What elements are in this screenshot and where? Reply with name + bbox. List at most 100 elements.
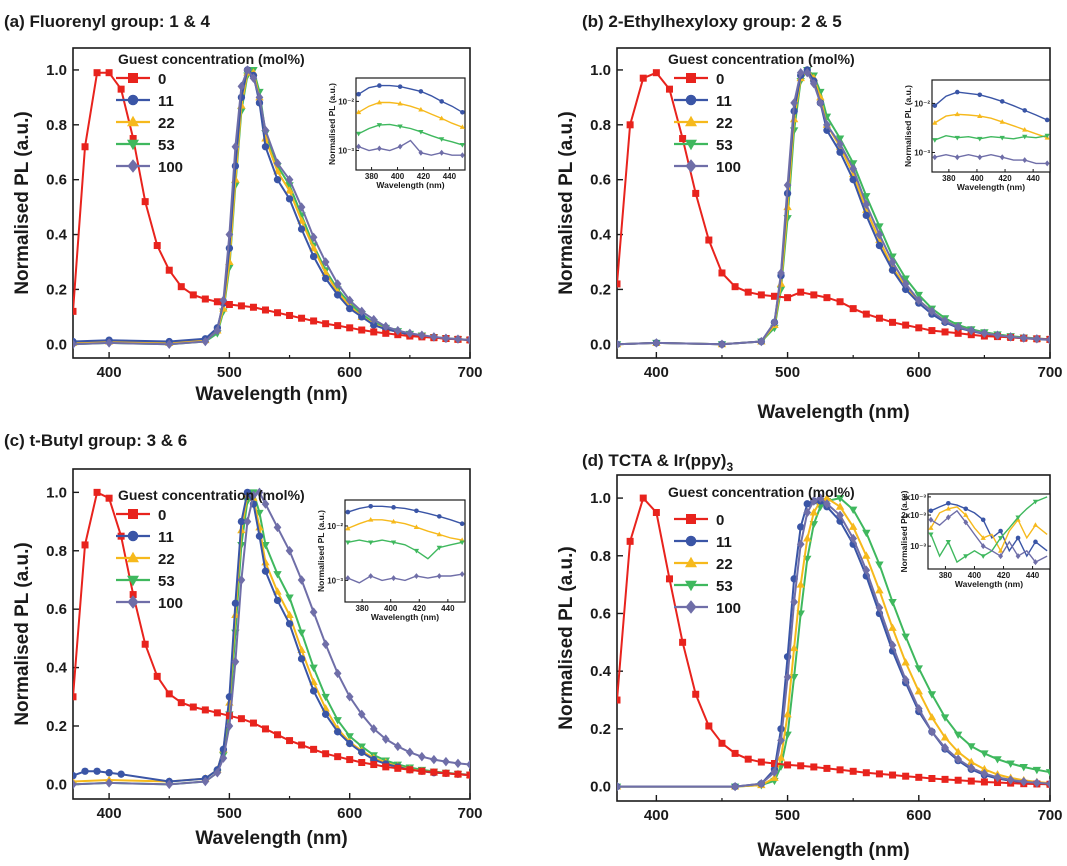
inset-data-point <box>397 124 403 130</box>
data-point <box>980 764 989 773</box>
inset-data-point <box>963 519 969 526</box>
y-tick-label: 1.0 <box>46 484 67 501</box>
data-point <box>731 749 739 757</box>
data-point <box>928 306 936 317</box>
data-point <box>249 73 258 83</box>
inset-data-point <box>932 138 938 143</box>
data-point <box>466 759 470 770</box>
inset-data-point <box>397 100 403 106</box>
data-point <box>617 280 621 288</box>
data-point <box>255 487 264 498</box>
data-point <box>744 288 752 296</box>
data-point <box>201 336 210 347</box>
data-point <box>405 328 414 339</box>
data-point <box>322 750 330 758</box>
inset-data-point <box>377 83 382 88</box>
inset-y-axis-label: Normalised PL (a.u.) <box>327 83 337 165</box>
data-point <box>770 767 779 777</box>
y-tick-label: 0.2 <box>590 281 611 298</box>
inset-data-point <box>439 99 444 104</box>
data-point <box>848 506 858 514</box>
inset-data-point <box>997 536 1004 541</box>
data-point <box>665 85 673 93</box>
data-point <box>927 691 937 699</box>
data-point <box>73 307 77 315</box>
legend-marker <box>685 600 697 614</box>
data-point <box>454 334 462 344</box>
y-tick-label: 0.0 <box>590 779 611 796</box>
data-point <box>81 541 89 549</box>
data-point <box>888 257 897 267</box>
inset-data-point <box>954 111 960 117</box>
inset-series-line-11 <box>347 505 463 525</box>
inset-data-point <box>391 575 396 582</box>
inset-data-point <box>980 554 986 559</box>
data-point <box>430 768 438 776</box>
data-point <box>953 747 963 755</box>
data-point <box>797 762 805 770</box>
data-point <box>345 295 354 306</box>
data-point <box>901 658 910 666</box>
series-layer <box>617 493 1050 792</box>
series-layer <box>617 65 1050 350</box>
data-point <box>117 770 125 778</box>
data-point <box>757 778 766 789</box>
data-point <box>273 158 282 168</box>
series-line-0 <box>617 497 1050 786</box>
data-point <box>953 731 963 740</box>
data-point <box>803 500 811 508</box>
x-tick-label: 700 <box>457 364 482 381</box>
data-point <box>875 241 884 250</box>
data-point <box>862 310 870 318</box>
data-point <box>105 494 113 502</box>
legend-label: 22 <box>716 556 733 573</box>
data-point <box>285 594 294 602</box>
y-tick-label: 1.0 <box>590 490 611 507</box>
data-point <box>797 288 805 296</box>
data-point <box>442 333 450 343</box>
data-point <box>639 494 647 502</box>
inset-y-tick-label: 10⁻³ <box>327 576 343 585</box>
y-axis-label: Normalised PL (a.u.) <box>556 111 577 294</box>
inset-data-point <box>459 143 465 148</box>
inset-y-tick-label: 10⁻² <box>327 522 343 531</box>
data-point <box>243 65 252 75</box>
panel-a: (a) Fluorenyl group: 1 & 4 400 500 600 700 0.… <box>4 12 483 405</box>
data-point <box>105 69 113 77</box>
legend-label: 0 <box>158 71 166 88</box>
inset-data-point <box>439 149 445 156</box>
data-point <box>993 772 1002 783</box>
data-point <box>940 714 950 722</box>
data-point <box>321 693 330 702</box>
legend-label: 0 <box>716 512 724 529</box>
data-point <box>862 551 871 559</box>
inset-data-point <box>945 514 951 521</box>
series-layer <box>73 65 470 350</box>
data-point <box>914 291 923 300</box>
panel-title: (d) TCTA & Ir(ppy)3 <box>582 451 733 474</box>
data-point <box>285 620 294 628</box>
series-line-0 <box>73 71 470 341</box>
inset-data-point <box>998 528 1003 534</box>
legend-label: 11 <box>716 534 732 551</box>
data-point <box>914 295 923 306</box>
data-point <box>770 317 779 328</box>
data-point <box>980 768 989 779</box>
legend-marker <box>127 575 139 587</box>
data-point <box>1006 332 1015 342</box>
data-point <box>141 198 149 206</box>
y-tick-label: 0.8 <box>46 543 67 560</box>
data-point <box>888 266 897 274</box>
legend-marker <box>127 551 139 563</box>
data-point <box>81 767 89 775</box>
data-point <box>875 229 884 240</box>
plot-frame <box>72 47 471 359</box>
data-point <box>888 598 897 607</box>
y-tick-label: 0.2 <box>46 718 67 735</box>
legend-marker <box>127 159 139 173</box>
x-tick-label: 600 <box>337 364 362 381</box>
x-axis-label: Wavelength (nm) <box>757 840 909 861</box>
data-point <box>231 599 240 608</box>
data-point <box>297 225 306 233</box>
data-point <box>790 597 798 607</box>
